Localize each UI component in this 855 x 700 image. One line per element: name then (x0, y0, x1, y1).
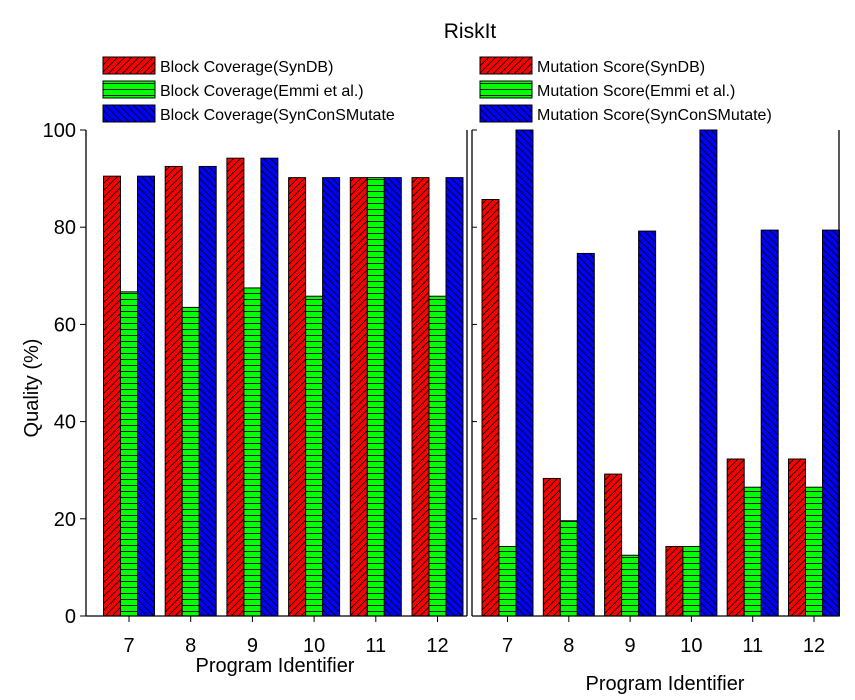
x-tick-label: 11 (742, 635, 763, 657)
x-tick-label: 8 (185, 635, 196, 657)
plot-area: 7 8 9 10 11 12 0 20 40 60 80 100 7 8 9 10 11 12 (43, 120, 840, 657)
bar (137, 175, 155, 617)
bar (411, 177, 430, 617)
bar (576, 252, 595, 617)
x-tick-label: 12 (803, 635, 825, 657)
x-tick-label: 10 (680, 635, 702, 657)
bar (366, 177, 385, 617)
bar (120, 291, 138, 617)
chart-title: RiskIt (444, 20, 497, 43)
bar (305, 295, 324, 617)
bar (498, 546, 517, 617)
bar (198, 165, 217, 617)
legend-swatch (102, 56, 156, 75)
y-tick-label: 100 (43, 120, 76, 142)
bar (682, 546, 701, 617)
x-tick-label: 12 (426, 635, 448, 657)
y-tick-label: 20 (54, 509, 76, 531)
x-tick-label: 8 (563, 635, 574, 657)
bar (822, 229, 840, 617)
legend: Block Coverage(SynDB) Block Coverage(Emmi… (102, 56, 772, 124)
bar (559, 520, 578, 617)
legend-label: Block Coverage(Emmi et al.) (160, 83, 364, 100)
bar (243, 287, 262, 617)
legend-swatch (479, 104, 533, 123)
bar (699, 129, 718, 617)
bar (288, 177, 307, 617)
x-tick-label: 7 (123, 635, 134, 657)
legend-label: Mutation Score(Emmi et al.) (537, 83, 735, 100)
x-tick-label: 9 (247, 635, 258, 657)
bar (445, 177, 464, 617)
y-tick-label: 40 (54, 412, 76, 434)
bar (181, 306, 200, 617)
bar (542, 477, 561, 617)
legend-swatch (479, 56, 533, 75)
y-tick-label: 80 (54, 217, 76, 239)
bar (103, 175, 121, 617)
bar (665, 546, 684, 617)
legend-label: Block Coverage(SynConSMutate (160, 107, 395, 124)
bar (322, 177, 341, 617)
bar (164, 165, 183, 617)
bar (760, 229, 779, 617)
bar (428, 295, 447, 617)
x-axis-label-left: Program Identifier (196, 655, 355, 677)
x-tick-label: 9 (625, 635, 636, 657)
bar (621, 554, 640, 617)
bar (260, 157, 279, 617)
x-tick-label: 10 (303, 635, 325, 657)
bar (805, 486, 823, 617)
panel-mutation-score: 7 8 9 10 11 12 (471, 129, 840, 657)
legend-label: Mutation Score(SynDB) (537, 59, 705, 76)
y-tick-label: 60 (54, 314, 76, 336)
legend-swatch (479, 80, 533, 99)
y-axis-label: Quality (%) (21, 339, 43, 438)
bar (638, 230, 657, 617)
legend-swatch (102, 80, 156, 99)
legend-label: Block Coverage(SynDB) (160, 59, 333, 76)
bar (481, 198, 500, 617)
bar (226, 157, 245, 617)
legend-label: Mutation Score(SynConSMutate) (537, 107, 772, 124)
bar (604, 473, 623, 617)
x-tick-label: 7 (502, 635, 513, 657)
bar (743, 486, 762, 617)
bar (349, 177, 368, 617)
bar (515, 129, 534, 617)
x-axis-label-right: Program Identifier (586, 673, 745, 695)
legend-swatch (102, 104, 156, 123)
bar (726, 458, 745, 617)
bar (788, 458, 806, 617)
y-tick-label: 0 (65, 606, 76, 628)
x-tick-label: 11 (365, 635, 386, 657)
panel-block-coverage: 7 8 9 10 11 12 0 20 40 60 80 100 (43, 120, 468, 657)
bar (383, 177, 402, 617)
